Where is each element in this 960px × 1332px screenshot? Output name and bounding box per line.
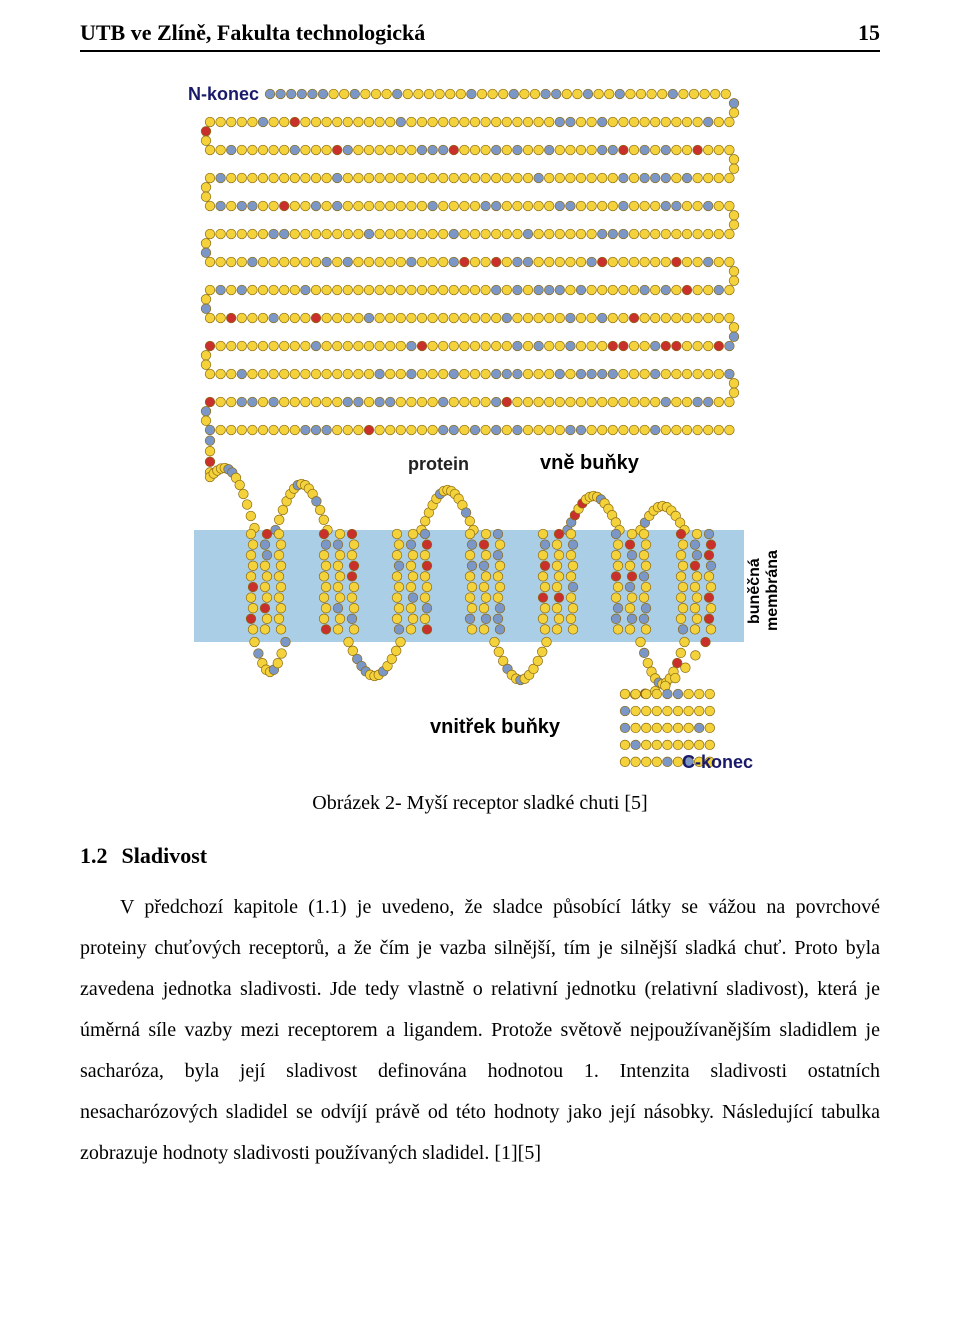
figure-label-inside_cell: vnitřek buňky [430, 716, 560, 739]
section-number: 1.2 [80, 843, 108, 868]
receptor-svg [170, 82, 790, 782]
header-institution: UTB ve Zlíně, Fakulta technologická [80, 20, 425, 46]
figure-label-protein: protein [408, 454, 469, 475]
figure-label-outside_cell: vně buňky [540, 452, 639, 475]
figure-caption: Obrázek 2- Myší receptor sladké chuti [5… [80, 792, 880, 815]
body-paragraph: V předchozí kapitole (1.1) je uvedeno, ž… [80, 887, 880, 1174]
page-header: UTB ve Zlíně, Fakulta technologická 15 [80, 20, 880, 52]
page-number: 15 [858, 20, 880, 46]
figure-label-n_terminus: N-konec [188, 84, 259, 105]
receptor-figure: N-konec protein vně buňky vnitřek buňky C-ko… [170, 82, 790, 782]
figure-label-membrane: buněčnámembrána [746, 536, 782, 646]
figure-container: N-konec protein vně buňky vnitřek buňky C-ko… [80, 82, 880, 782]
section-heading: 1.2 Sladivost [80, 843, 880, 869]
section-title: Sladivost [122, 843, 208, 868]
figure-label-c_terminus: C-konec [682, 752, 753, 773]
